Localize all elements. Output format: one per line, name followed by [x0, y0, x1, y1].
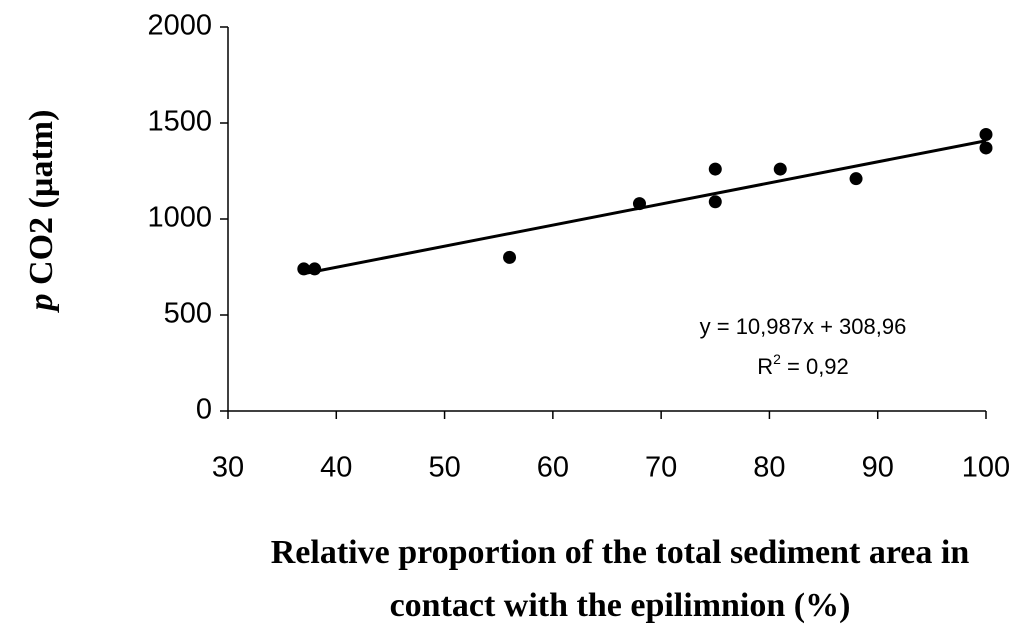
point [773, 162, 787, 176]
y-axis-title-italic: p [23, 293, 60, 313]
x-tick-label: 50 [428, 452, 460, 484]
point [708, 162, 722, 176]
y-axis-title-rest: CO2 (µatm) [23, 110, 60, 294]
x-tick-label: 100 [962, 452, 1010, 484]
point [979, 141, 993, 155]
x-tick-label: 80 [753, 452, 785, 484]
r2-sup: 2 [773, 351, 781, 367]
x-tick-label: 40 [320, 452, 352, 484]
point [503, 250, 517, 264]
y-tick-label: 500 [164, 298, 212, 330]
x-tick-label: 30 [212, 452, 244, 484]
y-tick-label: 2000 [147, 10, 212, 42]
point [979, 128, 993, 142]
equation: y = 10,987x + 308,96 [700, 314, 907, 339]
point [632, 197, 646, 211]
y-tick-label: 1500 [147, 106, 212, 138]
r-squared: R2 = 0,92 [757, 351, 849, 379]
x-axis-title: Relative proportion of the total sedimen… [271, 534, 970, 571]
r2-base: R [757, 354, 773, 379]
point [308, 262, 322, 276]
y-axis-title: p CO2 (µatm) [23, 110, 60, 314]
point [297, 262, 311, 276]
x-tick-label: 60 [537, 452, 569, 484]
x-axis-title: contact with the epilimnion (%) [390, 587, 851, 624]
x-tick-label: 90 [862, 452, 894, 484]
r2-rest: = 0,92 [781, 354, 849, 379]
y-tick-label: 0 [196, 394, 212, 426]
y-tick-label: 1000 [147, 202, 212, 234]
x-tick-label: 70 [645, 452, 677, 484]
point [708, 195, 722, 209]
point [849, 172, 863, 186]
